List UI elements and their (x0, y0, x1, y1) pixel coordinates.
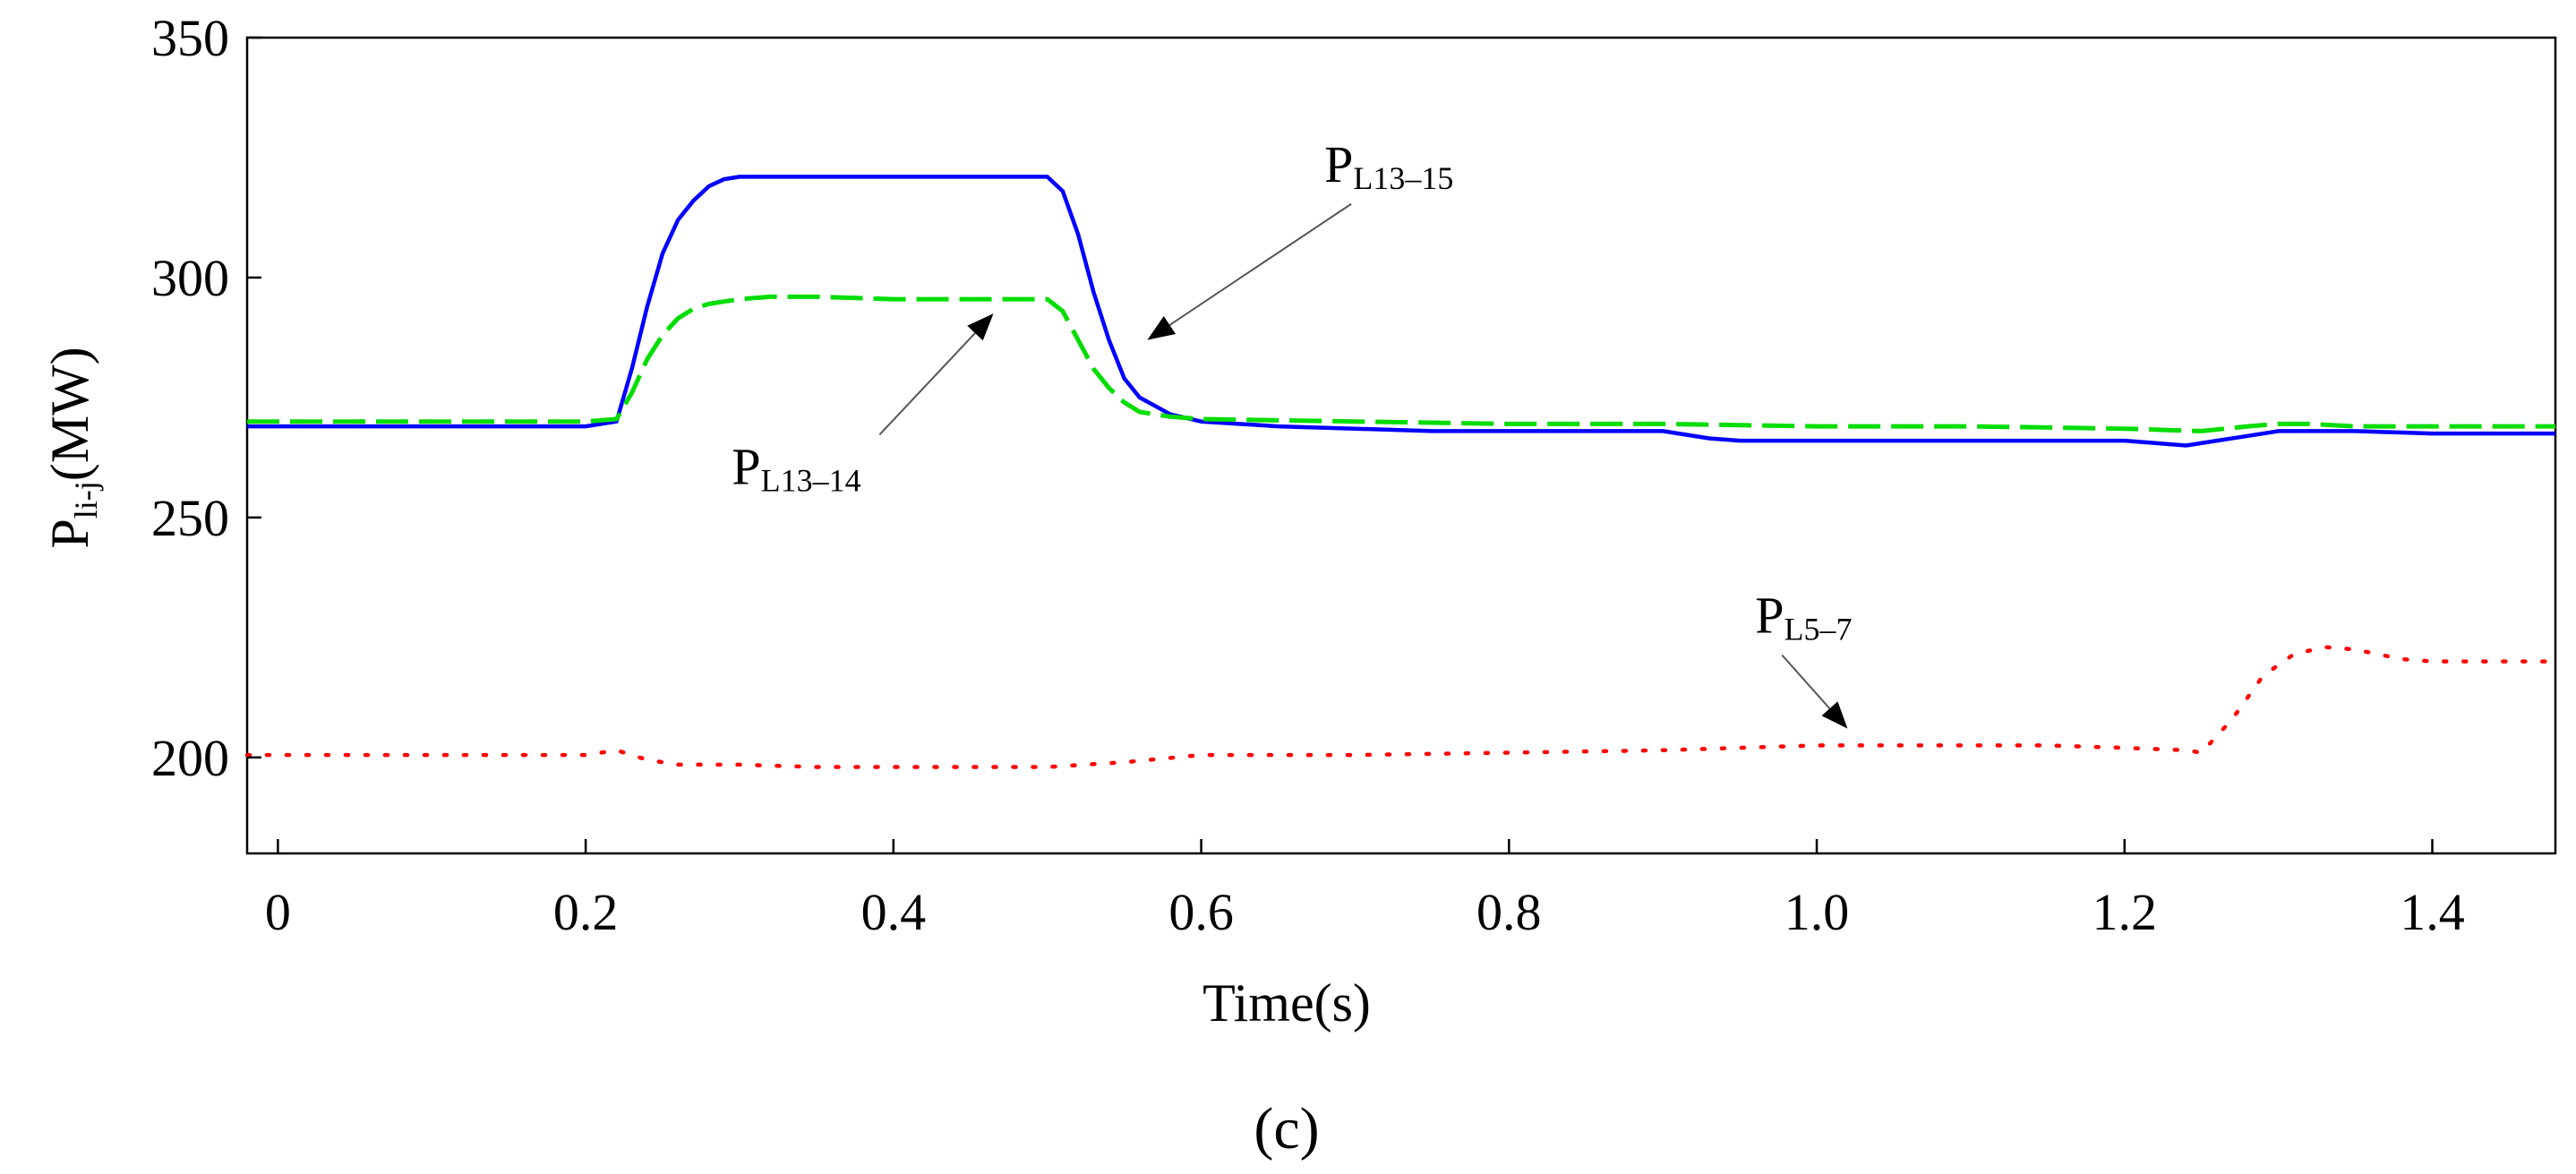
x-tick-label-1-4: 1.4 (2400, 883, 2465, 941)
y-axis-title-unit: (MW) (40, 347, 99, 481)
y-tick-label-250: 250 (151, 489, 229, 547)
y-axis-title-sub: li-j (68, 481, 104, 518)
series-line-pl13-14 (247, 294, 2555, 433)
y-tick-label-200: 200 (151, 729, 229, 787)
series-line-pl13-15 (247, 175, 2555, 448)
series-line-pl5-7 (244, 645, 2558, 769)
x-tick-label-0-8: 0.8 (1476, 883, 1542, 941)
x-tick-label-0: 0 (265, 883, 291, 941)
annotation-arrow-line-pl13-14 (878, 332, 976, 436)
annotation-pl13-14-main: P (732, 437, 760, 495)
plot-frame (245, 36, 2557, 855)
y-tick-label-300: 300 (151, 249, 229, 307)
x-tick-label-0-6: 0.6 (1168, 883, 1234, 941)
y-axis-title-main: P (40, 518, 99, 548)
annotation-arrow-line-pl5-7 (1781, 654, 1831, 709)
annotation-pl13-15-sub: L13–15 (1353, 160, 1453, 196)
x-tick-label-0-2: 0.2 (553, 883, 619, 941)
svg-text:Pli-j(MW): Pli-j(MW) (40, 347, 104, 548)
annotation-pl5-7-main: P (1755, 586, 1784, 644)
ticks-layer: 0 0.2 0.4 0.6 0.8 1.0 1.2 1.4 200 250 300 350 (151, 9, 2465, 941)
annotation-arrowhead-pl13-15 (1147, 315, 1177, 340)
y-tick-label-350: 350 (151, 9, 229, 67)
annotation-pl5-7: PL5–7 (1755, 586, 1852, 647)
x-tick-label-1-2: 1.2 (2092, 883, 2158, 941)
y-axis-title: Pli-j(MW) (40, 347, 104, 548)
series-layer (244, 175, 2558, 769)
annotation-pl13-14-sub: L13–14 (761, 462, 861, 498)
annotation-pl13-15-main: P (1324, 135, 1353, 193)
x-tick-label-0-4: 0.4 (861, 883, 927, 941)
annotation-pl13-14: PL13–14 (732, 437, 860, 498)
annotation-pl13-15: PL13–15 (1324, 135, 1453, 196)
x-tick-label-1-0: 1.0 (1784, 883, 1850, 941)
figure-label: (c) (1254, 1096, 1319, 1161)
annotation-arrowhead-pl5-7 (1821, 701, 1848, 729)
annotation-pl5-7-sub: L5–7 (1784, 611, 1853, 647)
x-axis-title: Time(s) (1202, 973, 1371, 1033)
annotation-arrow-line-pl13-15 (1168, 202, 1352, 326)
annotation-arrowhead-pl13-14 (967, 313, 994, 341)
